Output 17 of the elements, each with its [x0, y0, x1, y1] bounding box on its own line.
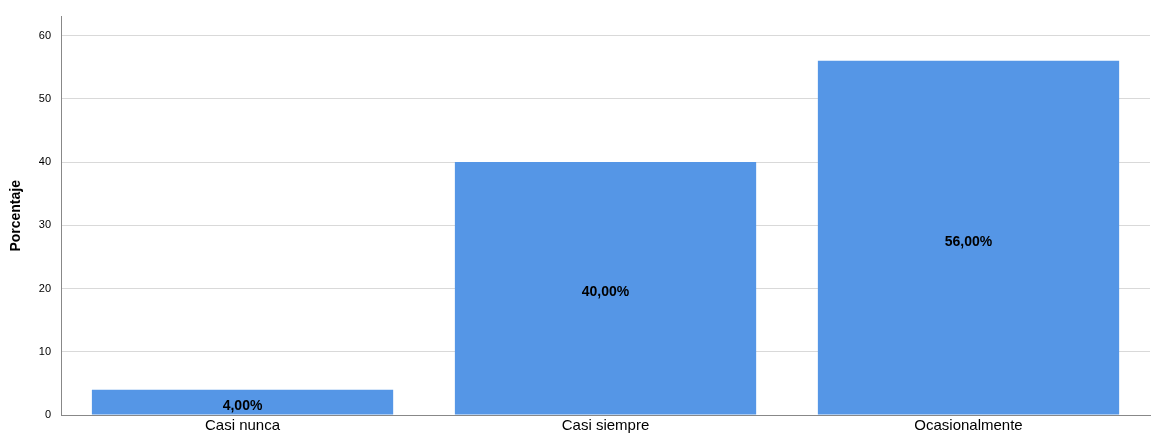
data-label: 56,00%: [944, 232, 993, 249]
data-label: 4,00%: [222, 396, 263, 413]
bar: [817, 60, 1120, 415]
y-tick-label: 20: [38, 281, 52, 294]
x-tick-label: Ocasionalmente: [914, 416, 1023, 434]
x-tick-label: Casi siempre: [561, 416, 650, 434]
y-tick-label: 60: [38, 28, 52, 41]
y-axis-title: Porcentaje: [7, 179, 24, 252]
y-tick-label: 40: [38, 155, 52, 168]
y-tick-label: 0: [44, 408, 52, 421]
y-tick-label: 50: [38, 91, 52, 104]
x-tick-label: Casi nunca: [205, 416, 281, 434]
y-tick-label: 30: [38, 218, 52, 231]
data-label: 40,00%: [581, 283, 630, 300]
y-tick-label: 10: [38, 344, 52, 357]
bar: [91, 389, 394, 415]
bar: [454, 162, 757, 415]
